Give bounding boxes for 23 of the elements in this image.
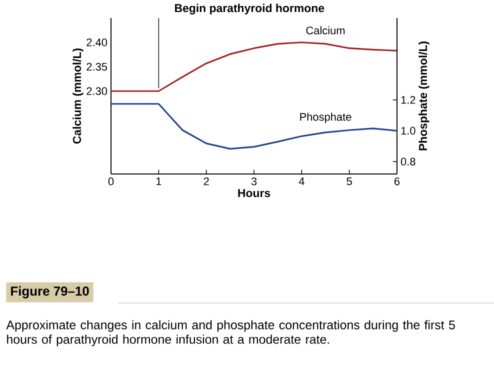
- ref-line-label: Begin parathyroid hormone: [175, 4, 324, 14]
- series-label: Phosphate: [300, 112, 352, 123]
- y2-axis-title: Phosphate (mmol/L): [418, 42, 430, 150]
- y-tick-label: 2.40: [86, 38, 108, 46]
- y2-tick-label: 1.0: [401, 126, 416, 135]
- y-axis-title: Calcium (mmol/L): [72, 48, 84, 144]
- x-tick-label: 0: [108, 178, 114, 186]
- y-tick-label: 2.30: [86, 87, 108, 96]
- line-series: [110, 103, 398, 150]
- line-series: [110, 42, 398, 92]
- x-axis-title: Hours: [238, 189, 270, 198]
- text: Approximate changes in calcium and phosphate concentrations during the first 5 hours of parathyroid hormone infusion at a moderate rate.: [6, 320, 455, 346]
- x-tick-label: 6: [394, 178, 400, 186]
- x-tick-label: 1: [156, 178, 162, 186]
- y2-tick-label: 0.8: [400, 158, 416, 166]
- x-tick-label: 5: [346, 178, 352, 186]
- x-tick-label: 3: [251, 178, 257, 186]
- series-label: Calcium: [306, 26, 345, 34]
- y2-tick-label: 1.2: [401, 96, 416, 104]
- y-tick-label: 2.35: [86, 62, 108, 71]
- x-tick-label: 4: [298, 178, 304, 186]
- x-tick-label: 2: [204, 178, 209, 186]
- caption: Figure 79–10: [11, 286, 89, 298]
